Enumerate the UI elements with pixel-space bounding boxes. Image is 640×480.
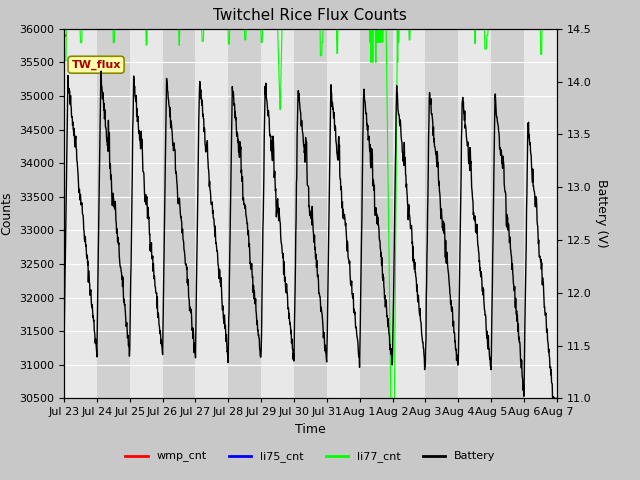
Bar xyxy=(261,29,294,398)
Bar xyxy=(228,29,261,398)
Bar xyxy=(163,29,195,398)
Bar xyxy=(294,29,327,398)
Y-axis label: Battery (V): Battery (V) xyxy=(595,180,608,248)
Bar xyxy=(458,29,491,398)
Bar xyxy=(491,29,524,398)
Bar xyxy=(97,29,130,398)
Bar xyxy=(64,29,97,398)
Bar xyxy=(426,29,458,398)
Bar xyxy=(360,29,392,398)
Legend: wmp_cnt, li75_cnt, li77_cnt, Battery: wmp_cnt, li75_cnt, li77_cnt, Battery xyxy=(121,447,500,467)
Y-axis label: Counts: Counts xyxy=(1,192,13,235)
Bar xyxy=(195,29,228,398)
Bar xyxy=(327,29,360,398)
Bar xyxy=(130,29,163,398)
X-axis label: Time: Time xyxy=(295,423,326,436)
Title: Twitchel Rice Flux Counts: Twitchel Rice Flux Counts xyxy=(214,9,407,24)
Bar xyxy=(524,29,557,398)
Text: TW_flux: TW_flux xyxy=(72,60,121,70)
Bar xyxy=(392,29,426,398)
